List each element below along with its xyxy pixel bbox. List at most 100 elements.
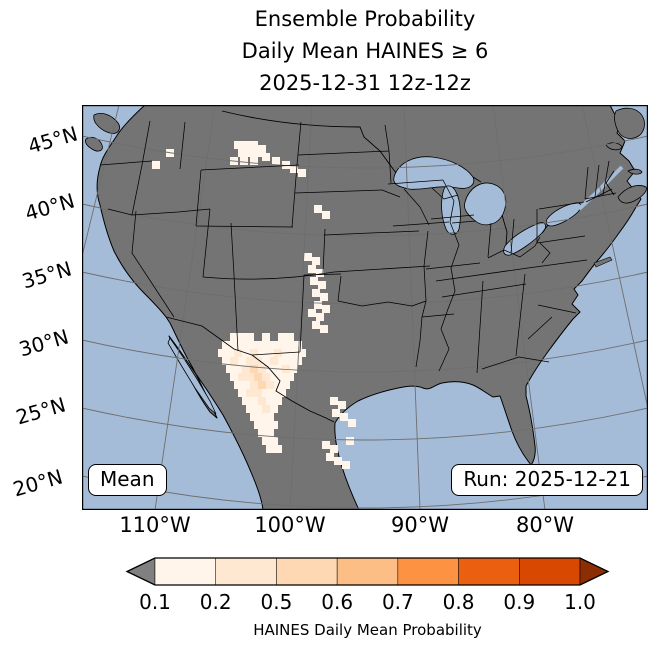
gulf-of-california: [167, 337, 217, 415]
probability-cell: [322, 211, 330, 219]
probability-cell: [270, 405, 278, 413]
colorbar-tick-label: 0.1: [139, 590, 171, 614]
probability-cell: [242, 381, 250, 389]
colorbar-title: HAINES Daily Mean Probability: [253, 621, 482, 639]
probability-cell: [226, 349, 234, 357]
probability-cell: [262, 357, 270, 365]
lat-tick-label: 45°N: [25, 121, 81, 159]
long-island: [593, 256, 613, 268]
colorbar-segment: [336, 557, 399, 586]
probability-cell: [270, 357, 278, 365]
lon-tick-label: 110°W: [119, 513, 191, 537]
probability-cell: [246, 149, 254, 157]
probability-cell: [270, 341, 278, 349]
colorbar-tick-label: 0.2: [199, 590, 232, 614]
probability-cell: [322, 305, 330, 313]
probability-cell: [266, 413, 274, 421]
title-line-2: Daily Mean HAINES ≥ 6: [241, 39, 489, 63]
probability-cell: [234, 349, 242, 357]
lake-huron: [464, 182, 507, 226]
probability-cell: [348, 419, 356, 427]
probability-cell: [290, 365, 298, 373]
run-badge: Run: 2025-12-21: [451, 464, 643, 496]
probability-cell: [238, 389, 246, 397]
probability-cell: [250, 397, 258, 405]
probability-cell: [230, 333, 238, 341]
probability-cell: [278, 373, 286, 381]
probability-cell: [238, 149, 246, 157]
probability-cell: [262, 373, 270, 381]
probability-cell: [278, 341, 286, 349]
probability-cell: [312, 321, 320, 329]
colorbar-segment: [519, 557, 581, 586]
probability-cell: [246, 357, 254, 365]
probability-cell: [282, 161, 290, 169]
probability-cell: [278, 389, 286, 397]
probability-cell: [308, 265, 316, 273]
colorbar-under-arrow: [126, 557, 156, 586]
probability-cell: [258, 429, 266, 437]
probability-cell: [262, 421, 270, 429]
probability-cell: [262, 341, 270, 349]
title-line-1: Ensemble Probability: [254, 7, 476, 31]
colorbar: [125, 557, 610, 586]
probability-cell: [238, 357, 246, 365]
probability-cell: [242, 397, 250, 405]
probability-cell: [316, 269, 324, 277]
title-line-3: 2025-12-31 12z-12z: [259, 71, 471, 95]
probability-cell: [304, 253, 312, 261]
probability-cell: [258, 365, 266, 373]
probability-cell: [246, 373, 254, 381]
probability-cell: [326, 453, 334, 461]
probability-cell: [246, 333, 254, 341]
probability-cell: [234, 365, 242, 373]
probability-cell: [258, 397, 266, 405]
probability-cell: [286, 357, 294, 365]
probability-cell: [234, 381, 242, 389]
probability-cell: [286, 373, 294, 381]
stat-badge: Mean: [88, 464, 167, 496]
probability-cell: [282, 381, 290, 389]
probability-cell: [250, 157, 258, 165]
probability-cell: [250, 381, 258, 389]
probability-cell: [262, 405, 270, 413]
colorbar-segment: [458, 557, 520, 586]
lat-tick-label: 40°N: [22, 188, 78, 226]
probability-cell: [230, 373, 238, 381]
map-canvas: [82, 105, 648, 510]
probability-cell: [222, 357, 230, 365]
graticule: [82, 105, 648, 510]
probability-cell: [270, 389, 278, 397]
colorbar-segment: [215, 557, 277, 586]
probability-cell: [254, 357, 262, 365]
probability-cell: [282, 365, 290, 373]
figure-title: Ensemble Probability Daily Mean HAINES ≥…: [82, 3, 648, 99]
probability-cell: [298, 349, 306, 357]
colorbar-segments: [154, 557, 581, 586]
colorbar-tick-label: 0.9: [503, 590, 536, 614]
probability-cell: [274, 445, 282, 453]
probability-cell: [330, 445, 338, 453]
colorbar-tick-label: 1.0: [564, 590, 596, 614]
probability-cell: [342, 461, 350, 469]
probability-cell: [266, 381, 274, 389]
probability-cell: [230, 357, 238, 365]
national-borders: [165, 110, 615, 423]
lat-tick-label: 35°N: [19, 256, 75, 294]
probability-cell: [286, 341, 294, 349]
mexico-border: [165, 316, 335, 423]
probability-cell: [262, 153, 270, 161]
probability-cell: [314, 205, 322, 213]
probability-cell: [332, 409, 340, 417]
map-area: Mean Run: 2025-12-21: [82, 105, 648, 510]
probability-cell: [346, 437, 354, 445]
probability-cell: [308, 309, 316, 317]
colorbar-segment: [154, 557, 216, 586]
probability-cell: [262, 389, 270, 397]
probability-cell: [254, 405, 262, 413]
lake-ontario: [545, 202, 582, 227]
probability-cell: [226, 365, 234, 373]
colorbar-segment: [397, 557, 459, 586]
water-bodies: [167, 156, 624, 415]
